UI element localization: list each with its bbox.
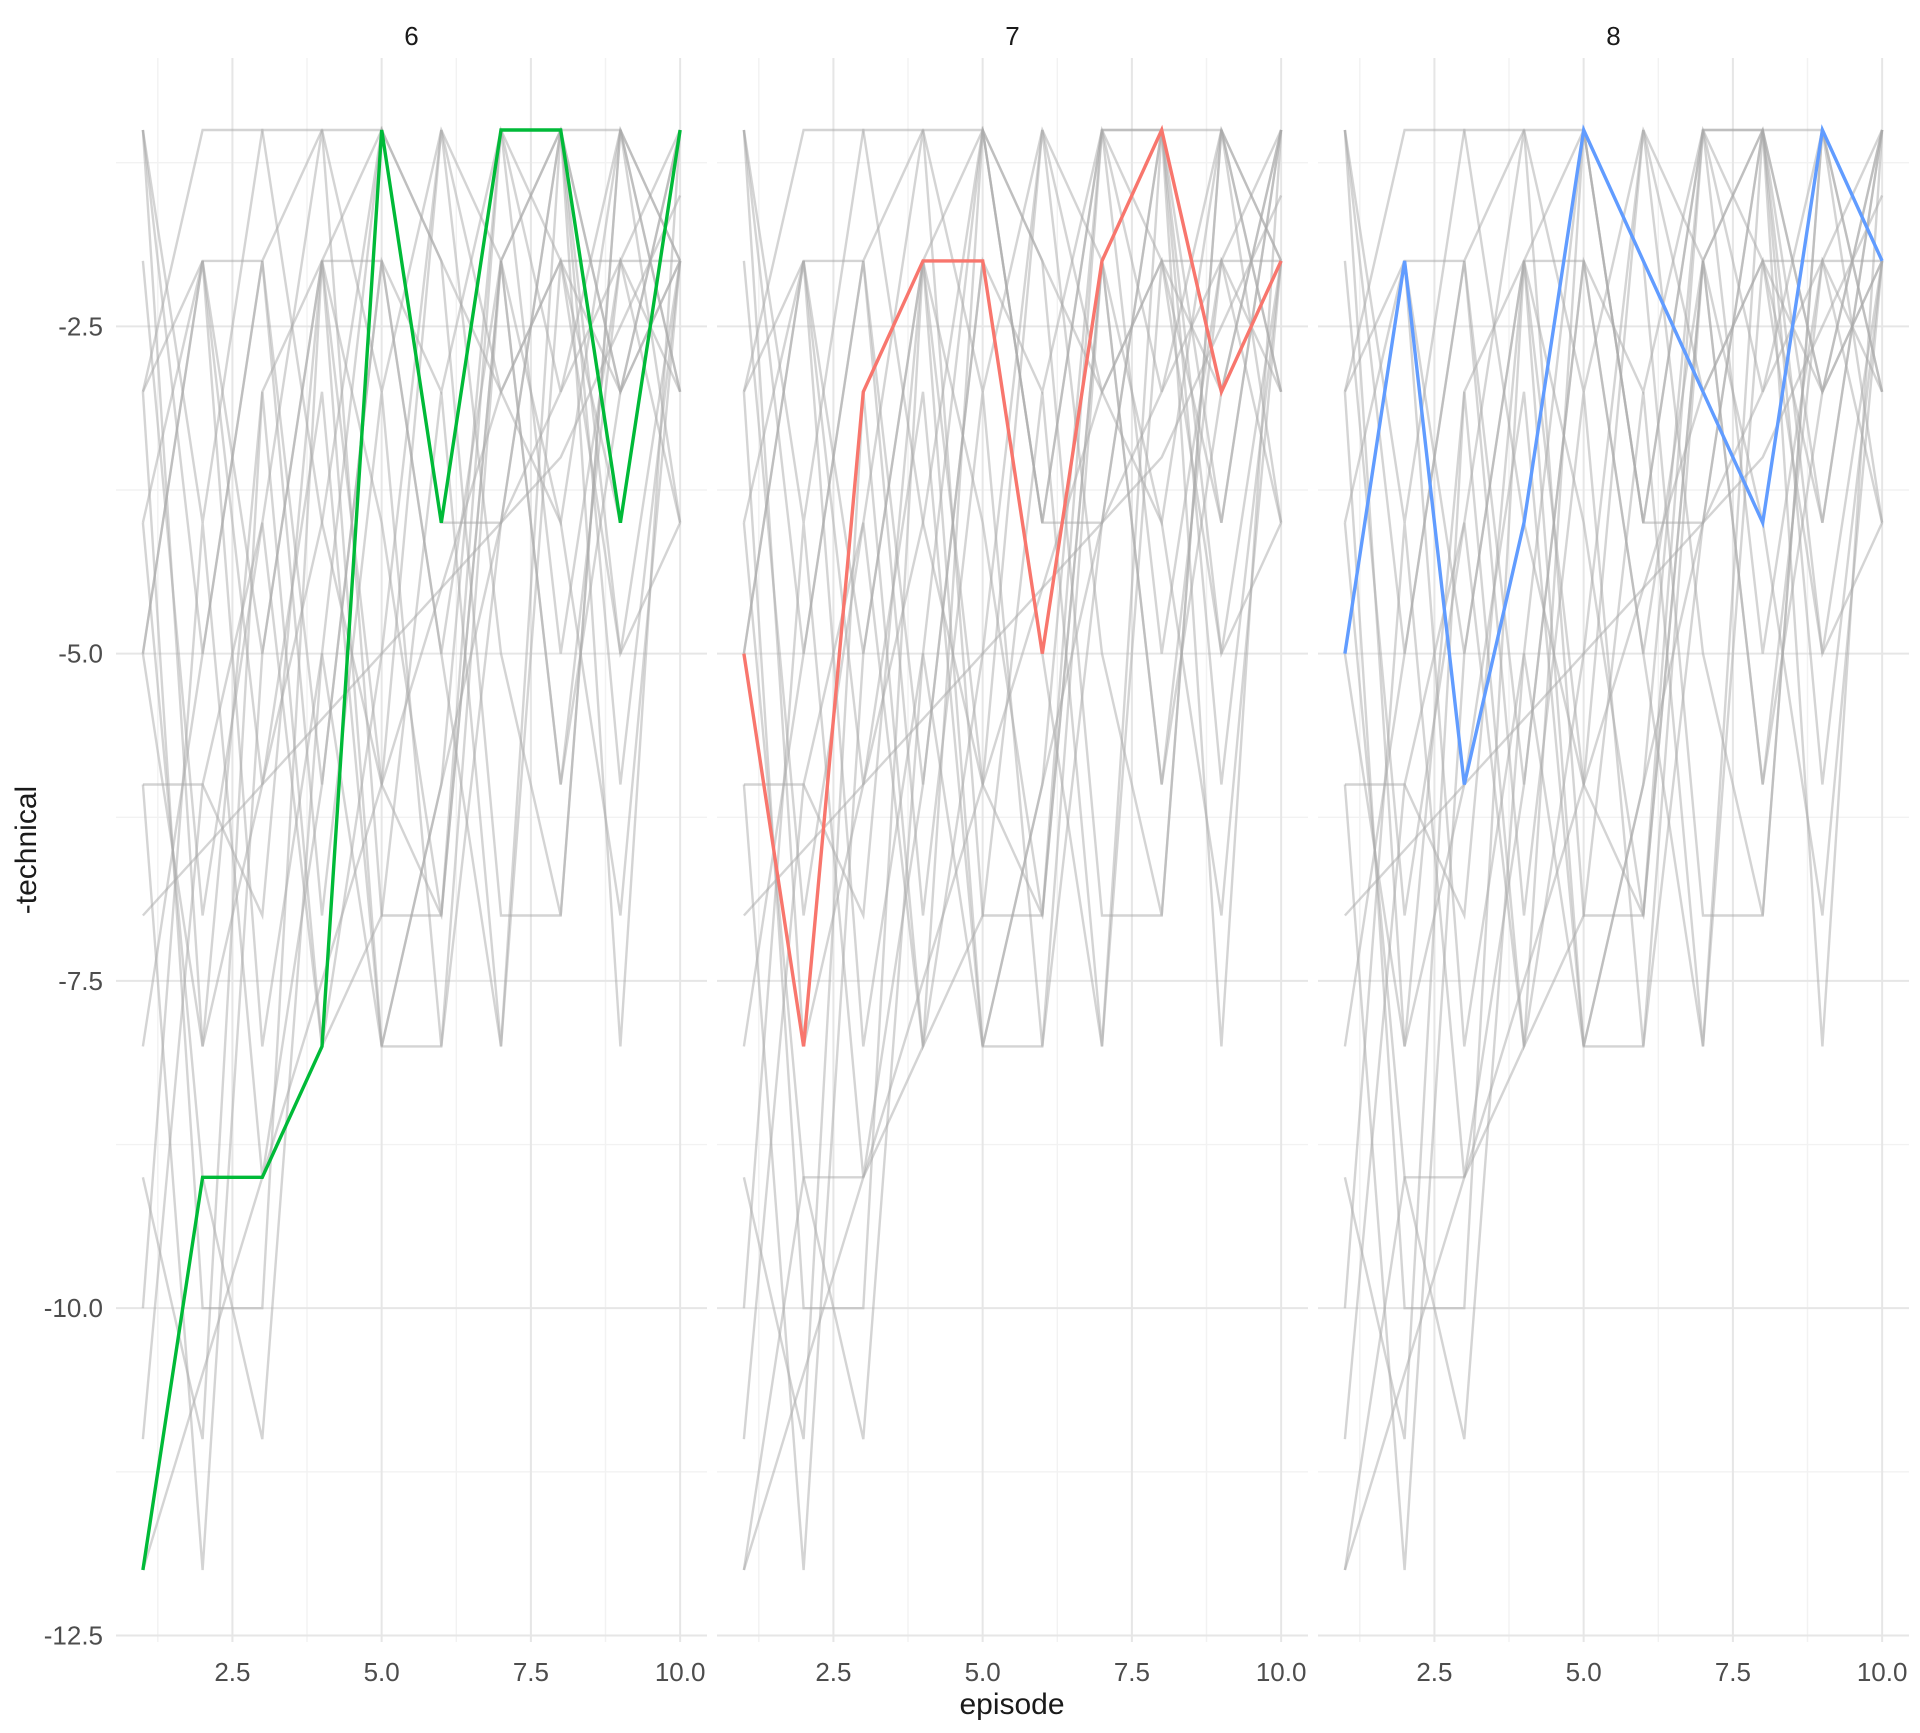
panel-6: 6 2.5 5.0 7.5 10.0 bbox=[116, 21, 707, 1687]
x-tick-label: 5.0 bbox=[965, 1657, 1001, 1687]
background-series-line bbox=[742, 129, 1283, 1047]
x-axis-title: episode bbox=[959, 1688, 1064, 1721]
panel-8: 8 2.5 5.0 7.5 10.0 bbox=[1318, 21, 1909, 1687]
x-tick-label: 2.5 bbox=[1416, 1657, 1452, 1687]
x-tick-label: 2.5 bbox=[214, 1657, 250, 1687]
background-series-line bbox=[1343, 129, 1884, 1047]
highlighted-series-8 bbox=[1343, 124, 1884, 785]
facet-strip-label: 8 bbox=[1606, 21, 1620, 51]
x-tick-label: 7.5 bbox=[1715, 1657, 1751, 1687]
y-tick-label: -10.0 bbox=[44, 1293, 103, 1323]
y-axis-title: -technical bbox=[10, 786, 43, 914]
background-series-line bbox=[1343, 126, 1884, 1047]
facet-strip-label: 6 bbox=[404, 21, 418, 51]
background-series-line bbox=[1343, 129, 1884, 1440]
background-series-line bbox=[742, 129, 1283, 1440]
background-series-line bbox=[141, 126, 682, 1047]
panel-7: 7 2.5 5.0 7.5 10.0 bbox=[717, 21, 1308, 1687]
y-tick-label: -2.5 bbox=[58, 311, 103, 341]
panels-group: 6 2.5 5.0 7.5 10.0 7 2.5 5.0 7.5 10.0 8 2.5 5.0 7.5 10… bbox=[116, 21, 1909, 1687]
x-tick-label: 10.0 bbox=[1857, 1657, 1908, 1687]
facet-strip-label: 7 bbox=[1005, 21, 1019, 51]
x-tick-label: 10.0 bbox=[1256, 1657, 1307, 1687]
y-tick-label: -7.5 bbox=[58, 966, 103, 996]
y-tick-label: -12.5 bbox=[44, 1620, 103, 1650]
x-tick-label: 5.0 bbox=[364, 1657, 400, 1687]
highlighted-series-7 bbox=[742, 124, 1283, 1047]
background-series-line bbox=[742, 125, 1283, 785]
x-tick-label: 2.5 bbox=[815, 1657, 851, 1687]
background-series-line bbox=[1343, 129, 1884, 1440]
x-tick-label: 7.5 bbox=[513, 1657, 549, 1687]
axis-labels-group: -2.5 -5.0 -7.5 -10.0 -12.5 bbox=[44, 311, 103, 1650]
highlighted-series-6 bbox=[141, 128, 682, 1571]
background-series-line bbox=[141, 129, 682, 1440]
background-series-line bbox=[742, 129, 1283, 1440]
y-tick-label: -5.0 bbox=[58, 639, 103, 669]
x-tick-label: 10.0 bbox=[655, 1657, 706, 1687]
x-tick-label: 5.0 bbox=[1566, 1657, 1602, 1687]
background-series-line bbox=[141, 129, 682, 1440]
background-series-line bbox=[141, 129, 682, 1047]
x-tick-label: 7.5 bbox=[1114, 1657, 1150, 1687]
